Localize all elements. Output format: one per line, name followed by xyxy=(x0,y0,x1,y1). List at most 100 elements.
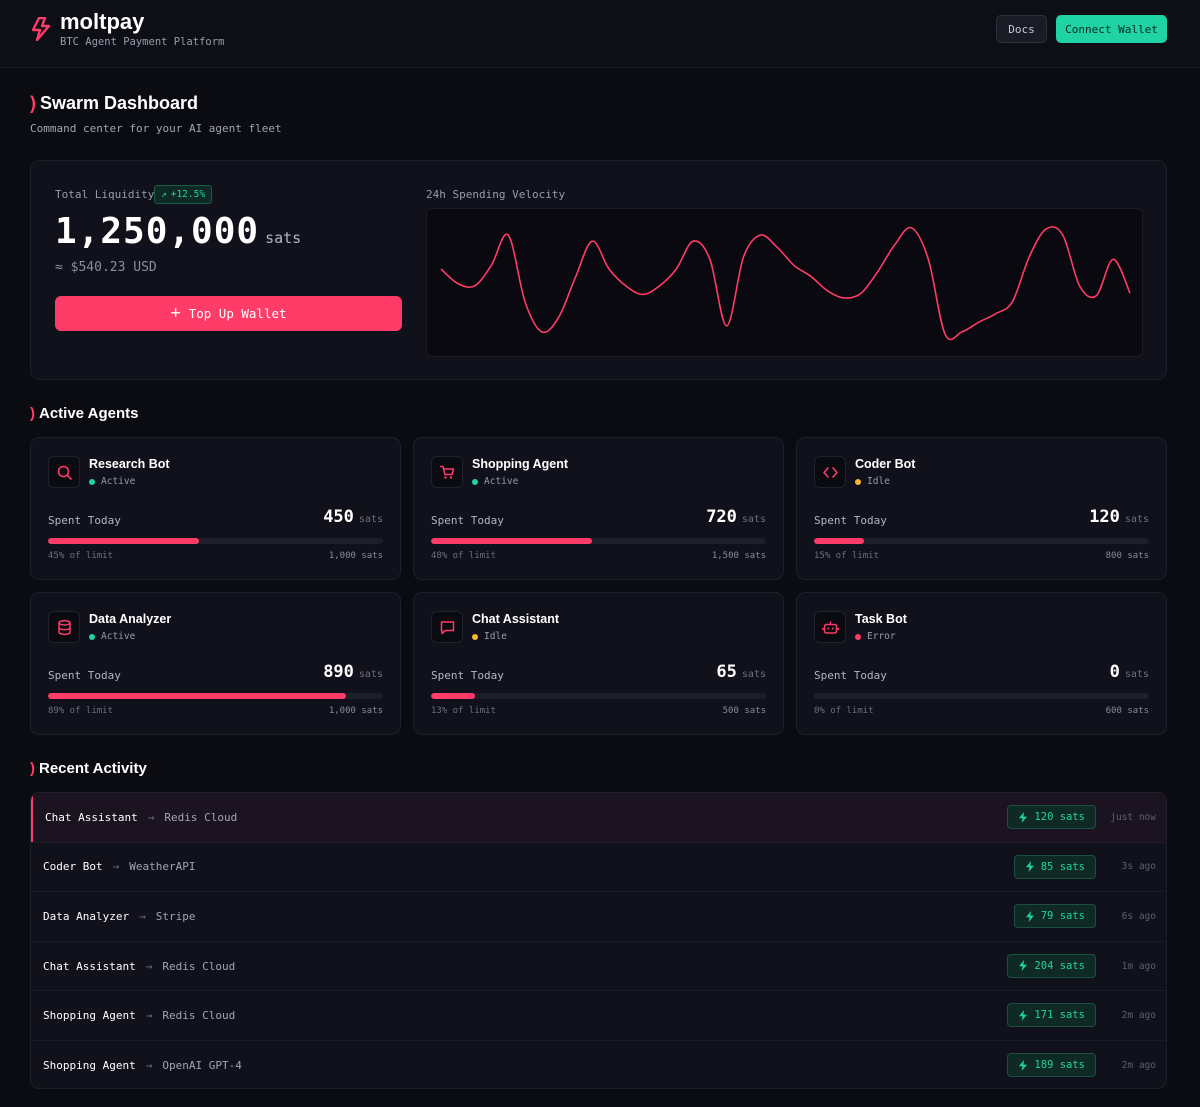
agent-status: Idle xyxy=(855,476,890,487)
activity-row[interactable]: Coder Bot → WeatherAPI 85 sats 3s ago xyxy=(31,843,1166,893)
agent-status: Idle xyxy=(472,631,507,642)
liquidity-label: Total Liquidity xyxy=(55,188,155,201)
percent-of-limit: 45% of limit xyxy=(48,551,114,561)
agent-card-chat-assistant[interactable]: Chat Assistant Idle Spent Today 65 sats … xyxy=(413,592,784,735)
lightning-icon xyxy=(1019,811,1028,823)
active-agents-title-text: Active Agents xyxy=(39,405,139,422)
spend-limit: 500 sats xyxy=(722,706,766,716)
activity-row[interactable]: Data Analyzer → Stripe 79 sats 6s ago xyxy=(31,892,1166,942)
spent-unit: sats xyxy=(358,514,383,525)
lightning-icon xyxy=(1019,1009,1028,1021)
agent-name: Research Bot xyxy=(89,457,170,471)
activity-agent: Coder Bot xyxy=(43,860,103,874)
spend-progress-bar xyxy=(814,538,1149,544)
agent-card-shopping-agent[interactable]: Shopping Agent Active Spent Today 720 sa… xyxy=(413,437,784,580)
activity-target: OpenAI GPT-4 xyxy=(162,1059,242,1073)
activity-target: Redis Cloud xyxy=(164,810,238,824)
liquidity-change-text: +12.5% xyxy=(170,189,206,200)
liquidity-unit: sats xyxy=(265,229,302,247)
agent-name: Shopping Agent xyxy=(472,457,569,471)
activity-target: Stripe xyxy=(155,909,196,923)
plus-icon: + xyxy=(170,303,181,323)
trending-up-icon: ↗ xyxy=(161,189,167,200)
activity-amount: 79 sats xyxy=(1040,910,1085,923)
activity-agent: Chat Assistant xyxy=(43,959,136,973)
liquidity-card: Total Liquidity ↗ +12.5% 1,250,000 sats ≈… xyxy=(30,160,1167,380)
spend-limit: 1,000 sats xyxy=(328,551,383,561)
recent-activity-title: ) Recent Activity xyxy=(30,760,147,777)
activity-target: Redis Cloud xyxy=(162,1009,236,1023)
top-up-wallet-button[interactable]: + Top Up Wallet xyxy=(55,296,402,331)
activity-amount: 204 sats xyxy=(1034,959,1085,972)
spent-amount: 450 xyxy=(323,507,354,527)
spent-label: Spent Today xyxy=(431,669,504,682)
activity-amount: 120 sats xyxy=(1034,811,1085,823)
spent-unit: sats xyxy=(1124,514,1149,525)
activity-amount-badge: 189 sats xyxy=(1007,1053,1096,1077)
status-dot-icon xyxy=(89,478,95,485)
spend-progress-fill xyxy=(814,538,865,544)
liquidity-value: 1,250,000 sats xyxy=(55,211,301,252)
activity-target: WeatherAPI xyxy=(129,860,196,874)
page-title: ) Swarm Dashboard xyxy=(30,93,198,114)
agent-status-text: Idle xyxy=(867,476,890,487)
spent-label: Spent Today xyxy=(48,514,121,527)
spend-progress-fill xyxy=(431,693,475,699)
page-title-text: Swarm Dashboard xyxy=(40,93,199,113)
spent-amount: 120 xyxy=(1089,507,1120,527)
liquidity-usd: ≈ $540.23 USD xyxy=(55,260,157,275)
lightning-icon xyxy=(1025,910,1034,922)
connect-wallet-button[interactable]: Connect Wallet xyxy=(1056,15,1167,43)
agent-card-research-bot[interactable]: Research Bot Active Spent Today 450 sats… xyxy=(30,437,401,580)
status-dot-icon xyxy=(89,633,95,640)
activity-amount-badge: 85 sats xyxy=(1013,854,1096,879)
spent-unit: sats xyxy=(741,669,766,680)
app-name: moltpay xyxy=(60,9,145,34)
agent-card-coder-bot[interactable]: Coder Bot Idle Spent Today 120 sats 15% … xyxy=(796,437,1167,580)
spend-progress-fill xyxy=(48,538,199,544)
activity-agent: Shopping Agent xyxy=(43,1009,136,1023)
spent-unit: sats xyxy=(358,669,383,680)
activity-row[interactable]: Chat Assistant → Redis Cloud 120 sats ju… xyxy=(31,793,1166,843)
docs-button[interactable]: Docs xyxy=(996,15,1047,43)
velocity-label: 24h Spending Velocity xyxy=(426,188,566,201)
agent-card-data-analyzer[interactable]: Data Analyzer Active Spent Today 890 sat… xyxy=(30,592,401,735)
activity-row[interactable]: Shopping Agent → OpenAI GPT-4 189 sats 2… xyxy=(31,1041,1166,1088)
page-subtitle: Command center for your AI agent fleet xyxy=(30,122,282,135)
spend-progress-bar xyxy=(48,693,383,699)
top-header: moltpay BTC Agent Payment Platform Docs … xyxy=(0,0,1200,68)
velocity-chart xyxy=(426,208,1143,357)
agent-name: Coder Bot xyxy=(855,457,916,471)
status-dot-icon xyxy=(855,478,861,485)
section-marker-icon: ) xyxy=(30,760,35,777)
arrow-right-icon: → xyxy=(139,909,146,923)
activity-amount: 85 sats xyxy=(1040,860,1085,873)
lightning-icon xyxy=(1025,861,1034,873)
activity-row[interactable]: Shopping Agent → Redis Cloud 171 sats 2m… xyxy=(31,991,1166,1041)
activity-agent: Data Analyzer xyxy=(43,909,130,923)
cart-icon xyxy=(431,456,463,488)
velocity-line xyxy=(440,226,1131,341)
agent-card-task-bot[interactable]: Task Bot Error Spent Today 0 sats 0% of … xyxy=(796,592,1167,735)
status-dot-icon xyxy=(472,478,478,485)
activity-amount-badge: 120 sats xyxy=(1007,805,1096,829)
velocity-chart-svg xyxy=(440,226,1131,341)
agent-name: Data Analyzer xyxy=(89,612,172,626)
agent-status: Active xyxy=(89,476,135,487)
activity-amount: 189 sats xyxy=(1034,1059,1085,1071)
spent-amount: 890 xyxy=(323,662,354,682)
spend-progress-bar xyxy=(48,538,383,544)
spent-amount: 65 xyxy=(716,662,737,682)
top-up-label: Top Up Wallet xyxy=(188,306,287,321)
spent-amount: 720 xyxy=(706,507,737,527)
activity-amount-badge: 79 sats xyxy=(1013,904,1096,929)
activity-time: 1m ago xyxy=(1121,960,1156,972)
spent-value: 0 sats xyxy=(1110,662,1149,682)
activity-row[interactable]: Chat Assistant → Redis Cloud 204 sats 1m… xyxy=(31,942,1166,992)
arrow-right-icon: → xyxy=(147,810,155,824)
percent-of-limit: 15% of limit xyxy=(814,551,880,561)
spend-progress-bar xyxy=(431,538,766,544)
spent-label: Spent Today xyxy=(814,669,887,682)
arrow-right-icon: → xyxy=(145,1009,153,1023)
agent-status-text: Active xyxy=(484,476,519,487)
